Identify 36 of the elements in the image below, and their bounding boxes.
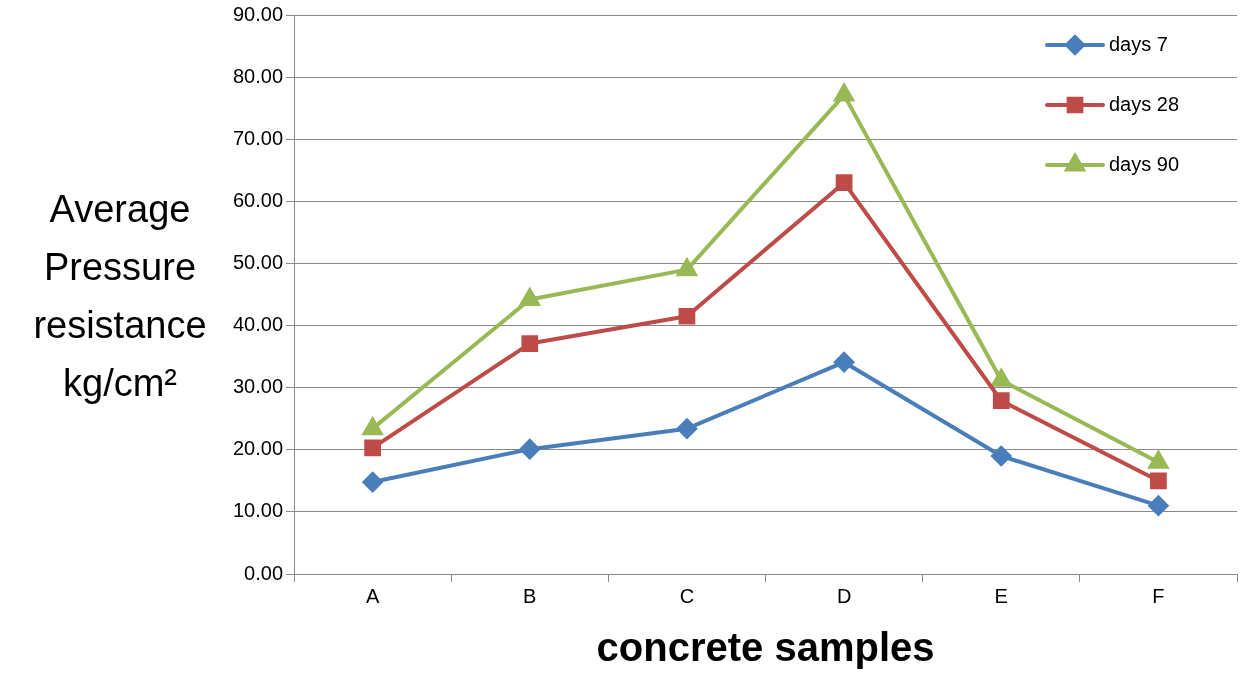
- point: [834, 352, 855, 373]
- point: [991, 369, 1012, 387]
- point: [834, 84, 854, 102]
- point: [1148, 495, 1169, 516]
- x-axis-title: concrete samples: [596, 625, 935, 670]
- y-tick-label: 20.00: [232, 437, 284, 460]
- x-tick-label: D: [836, 584, 852, 607]
- legend-label: days 28: [1109, 92, 1180, 115]
- point: [992, 392, 1010, 410]
- x-tick-label: E: [994, 584, 1008, 607]
- legend-label: days 7: [1109, 32, 1168, 55]
- point: [835, 174, 853, 192]
- point: [676, 418, 697, 439]
- y-tick-label: 0.00: [244, 561, 284, 584]
- y-axis-title: Average Pressure resistance kg/cm²: [32, 187, 208, 406]
- y-tick-label: 90.00: [232, 2, 284, 25]
- point: [364, 439, 381, 457]
- y-tick-label: 60.00: [232, 188, 284, 211]
- point: [519, 439, 540, 460]
- point: [678, 307, 696, 325]
- point: [521, 335, 539, 352]
- point: [519, 288, 540, 306]
- point: [362, 472, 383, 493]
- y-tick-label: 80.00: [232, 64, 284, 87]
- y-tick-label: 40.00: [232, 313, 284, 336]
- point: [1150, 472, 1167, 490]
- x-tick-label: C: [679, 584, 695, 607]
- y-tick-label: 30.00: [232, 375, 284, 398]
- y-tick-label: 50.00: [232, 250, 284, 273]
- point: [991, 445, 1012, 466]
- y-tick-label: 70.00: [232, 126, 284, 149]
- legend-label: days 90: [1109, 152, 1180, 175]
- x-tick-label: B: [523, 584, 537, 607]
- y-tick-label: 10.00: [232, 499, 284, 522]
- x-tick-label: A: [365, 584, 380, 607]
- x-tick-label: F: [1152, 584, 1165, 607]
